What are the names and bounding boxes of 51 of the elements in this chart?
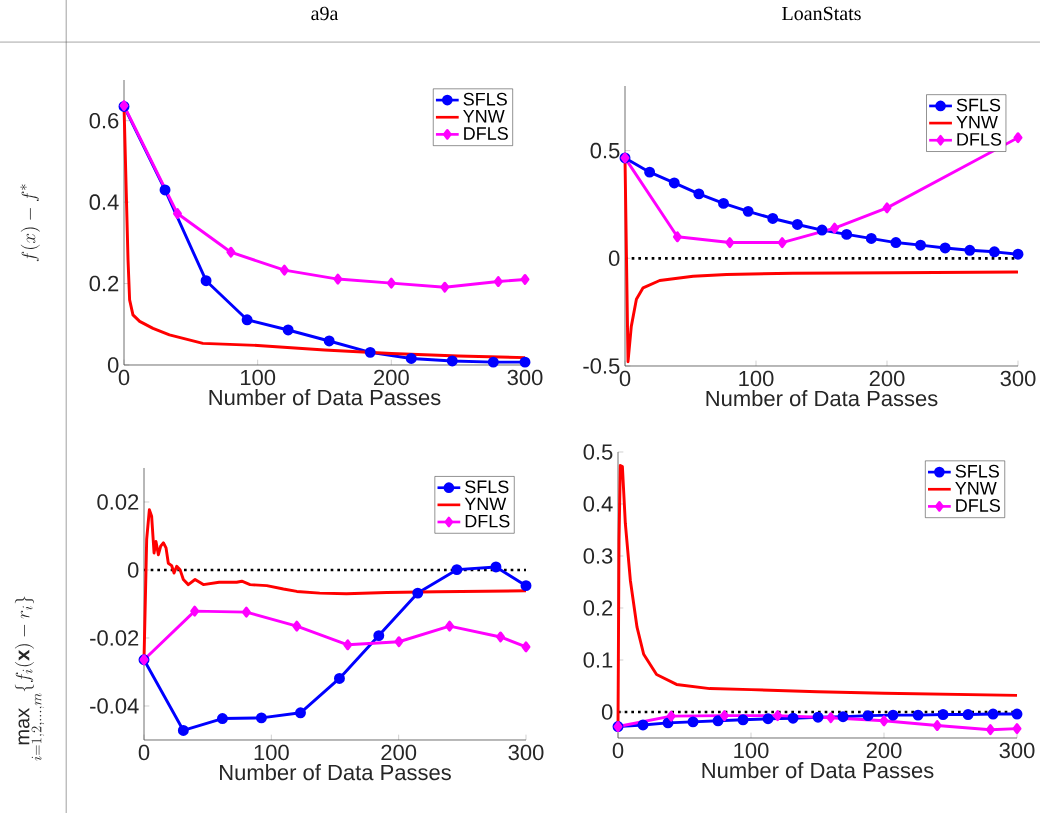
legend-label: SFLS — [956, 98, 1001, 112]
x-tick-label: 300 — [999, 742, 1035, 759]
y-tick-label: 0.4 — [89, 194, 119, 210]
x-axis-title: Number of Data Passes — [706, 390, 938, 407]
x-tick-label: 200 — [381, 744, 417, 761]
legend-label: YNW — [464, 497, 507, 511]
y-tick-label: 0.3 — [583, 548, 613, 564]
legend-label: SFLS — [465, 480, 509, 494]
legend-label: SFLS — [463, 92, 507, 106]
y-tick-label: 0.5 — [590, 142, 620, 159]
y-tick-label: 0.2 — [583, 600, 613, 616]
legend-label: DFLS — [956, 499, 1000, 512]
legend-label: DFLS — [957, 132, 1002, 146]
x-tick-label: 200 — [869, 370, 905, 387]
x-tick-label: 100 — [254, 744, 289, 761]
x-tick-label: 300 — [508, 744, 544, 761]
y-tick-label: 0 — [601, 704, 613, 720]
y-tick-label: 0 — [608, 250, 620, 267]
y-axis-title: $\max_{i=1,2,\ldots,m} \{f_i(\mathbf{x}) - r_i\}$ — [14, 596, 45, 761]
legend-label: YNW — [955, 482, 997, 495]
y-tick-label: 0.4 — [583, 496, 613, 512]
x-tick-label: 0 — [619, 370, 631, 387]
legend-label: YNW — [463, 110, 505, 123]
x-tick-label: 0 — [138, 744, 150, 761]
y-tick-label: -0.5 — [583, 358, 620, 374]
x-axis-title: Number of Data Passes — [702, 762, 934, 779]
x-tick-label: 100 — [240, 369, 276, 386]
y-tick-label: 0 — [127, 562, 139, 578]
y-tick-label: 0.1 — [583, 652, 613, 668]
x-axis-title: Number of Data Passes — [220, 764, 451, 781]
legend-label: DFLS — [464, 127, 508, 140]
x-tick-label: 200 — [866, 742, 902, 759]
y-tick-label: -0.04 — [90, 698, 139, 714]
chart-title: LoanStats — [782, 6, 861, 21]
legend-label: DFLS — [465, 514, 510, 528]
x-tick-label: 100 — [739, 370, 774, 387]
y-tick-label: 0.2 — [89, 275, 119, 292]
x-axis-title: Number of Data Passes — [209, 389, 441, 406]
chart-title: a9a — [311, 6, 339, 21]
y-tick-label: 0.02 — [97, 494, 139, 510]
x-tick-label: 200 — [374, 369, 409, 386]
x-tick-label: 300 — [507, 369, 543, 386]
y-tick-label: 0.6 — [89, 112, 119, 129]
legend-label: SFLS — [955, 464, 999, 478]
x-tick-label: 300 — [1000, 370, 1036, 387]
y-tick-label: 0.5 — [583, 444, 613, 460]
y-axis-title: $f(x) - f^*$ — [20, 184, 40, 262]
legend-label: YNW — [956, 115, 998, 129]
y-tick-label: 0 — [107, 357, 119, 373]
x-tick-label: 100 — [734, 742, 769, 759]
y-tick-label: -0.02 — [90, 630, 139, 646]
